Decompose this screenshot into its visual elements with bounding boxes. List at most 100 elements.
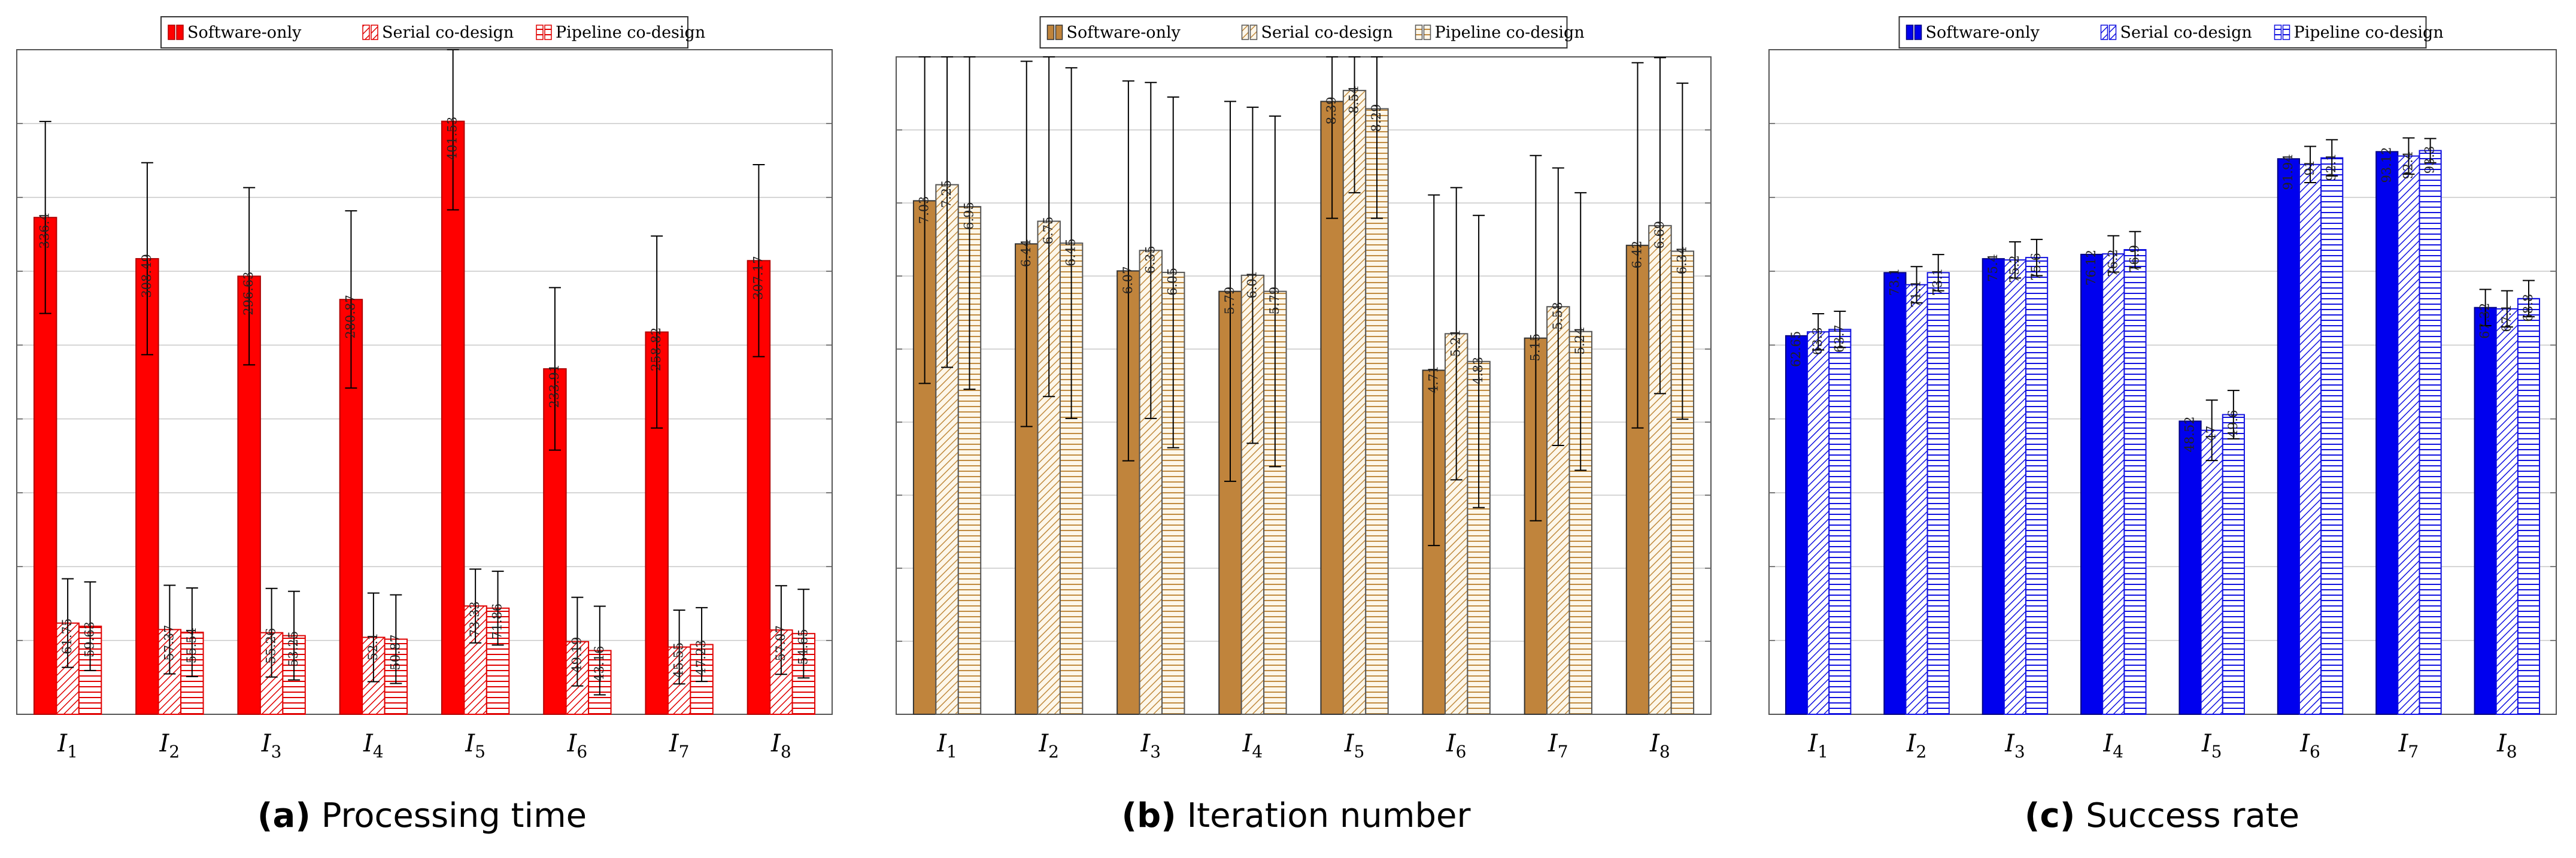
- data-label: 6.35: [1143, 245, 1157, 274]
- legend-swatch: [544, 25, 552, 40]
- data-label: 6.01: [1245, 271, 1259, 299]
- data-label: 6.34: [1674, 247, 1689, 275]
- data-label: 6.75: [1041, 217, 1055, 245]
- legend-swatch: [1415, 25, 1423, 40]
- data-label: 92.4: [2401, 151, 2415, 180]
- legend-entry: Pipeline co-design: [556, 23, 705, 42]
- legend-box: [1898, 16, 2427, 48]
- data-label: 63.7: [1832, 325, 1846, 353]
- data-label: 49.6: [2226, 410, 2240, 438]
- category-label: I7: [669, 730, 690, 762]
- bar: [2320, 157, 2344, 715]
- category-label: I4: [2102, 730, 2123, 762]
- bar: [2123, 249, 2147, 715]
- data-label: 401.53: [445, 117, 460, 160]
- legend-swatch: [1906, 25, 1914, 40]
- category-label: I8: [1649, 730, 1670, 762]
- bar: [2298, 163, 2322, 715]
- legend-swatch: [1914, 25, 1922, 40]
- data-label: 75.4: [1986, 254, 2000, 282]
- category-label: I6: [567, 730, 588, 762]
- data-label: 48.52: [2183, 416, 2197, 452]
- data-label: 45.55: [672, 642, 686, 678]
- caption-a: (a) Processing time: [0, 796, 844, 838]
- caption-c-title: Success rate: [2086, 796, 2300, 835]
- bar: [2102, 253, 2125, 715]
- data-label: 6.45: [1064, 238, 1078, 266]
- data-label: 50.87: [388, 635, 402, 671]
- bar: [1365, 108, 1389, 715]
- data-label: 8.39: [1324, 96, 1339, 125]
- bar: [2200, 429, 2223, 715]
- category-label: I3: [1140, 730, 1161, 762]
- legend-entry: Pipeline co-design: [2294, 23, 2444, 42]
- bar: [2419, 150, 2442, 715]
- data-label: 6.05: [1166, 268, 1180, 296]
- bar: [2517, 298, 2541, 715]
- data-label: 93.12: [2379, 147, 2393, 183]
- data-label: 307.17: [751, 256, 765, 299]
- data-label: 308.49: [139, 254, 154, 298]
- bar: [2277, 158, 2300, 715]
- bar: [1926, 272, 1950, 715]
- data-label: 8.29: [1369, 104, 1383, 132]
- data-label: 54.65: [796, 629, 810, 665]
- data-label: 61.75: [60, 619, 74, 654]
- bar: [2178, 420, 2202, 715]
- bar: [2495, 308, 2519, 715]
- data-label: 8.54: [1347, 86, 1361, 114]
- bar: [543, 368, 567, 715]
- category-label: I7: [1548, 730, 1568, 762]
- data-label: 55.26: [264, 628, 278, 664]
- legend-swatch: [1055, 25, 1063, 40]
- caption-a-label: (a): [257, 796, 311, 835]
- data-label: 57.37: [162, 624, 176, 660]
- data-label: 6.42: [1630, 241, 1644, 269]
- category-label: I4: [1242, 730, 1263, 762]
- data-label: 296.63: [241, 271, 256, 315]
- data-label: 5.79: [1222, 287, 1237, 315]
- data-label: 233.91: [547, 364, 562, 408]
- legend-entry: Software-only: [1926, 23, 2040, 42]
- data-label: 5.24: [1573, 327, 1587, 355]
- legend-box: [160, 16, 688, 48]
- data-label: 6.07: [1121, 266, 1135, 294]
- caption-c: (c) Success rate: [1748, 796, 2576, 838]
- legend-swatch: [168, 25, 175, 40]
- category-label: I1: [1807, 730, 1828, 762]
- legend-swatch: [1046, 25, 1055, 40]
- caption-b: (b) Iteration number: [862, 796, 1730, 838]
- data-label: 4.71: [1426, 365, 1440, 393]
- chart-iteration-number: I1 7.03 7.25 6.95 I2 6.44 6.75 6.45 I3 6.07 6.35 6.…: [896, 16, 1712, 762]
- category-label: I2: [1038, 730, 1059, 762]
- bar: [1828, 329, 1852, 715]
- data-label: 67.32: [2478, 303, 2492, 339]
- data-label: 63.3: [1810, 327, 1825, 355]
- data-label: 258.82: [649, 328, 663, 371]
- data-label: 67.1: [2499, 304, 2514, 332]
- data-label: 75.2: [2007, 255, 2022, 283]
- legend-entry: Pipeline co-design: [1435, 23, 1585, 42]
- category-label: I8: [2496, 730, 2517, 762]
- legend-swatch: [1241, 25, 1249, 40]
- bar: [1905, 284, 1928, 715]
- bar: [441, 120, 465, 715]
- legend-entry: Software-only: [1067, 23, 1181, 42]
- data-label: 73.1: [1931, 268, 1945, 296]
- data-label: 5.79: [1267, 287, 1282, 315]
- category-label: I2: [159, 730, 180, 762]
- data-label: 62.65: [1789, 331, 1803, 367]
- data-label: 6.95: [961, 202, 976, 230]
- legend-swatch: [2274, 25, 2282, 40]
- legend-swatch: [176, 25, 184, 40]
- legend-swatch: [1423, 25, 1431, 40]
- bar: [2222, 414, 2245, 715]
- category-label: I2: [1906, 730, 1927, 762]
- chart-processing-time: I1 336.4 61.75 59.63 I2 308.49 57.37 55.54 I3 296…: [16, 16, 833, 762]
- data-label: 336.4: [38, 213, 52, 248]
- chart-success-rate: I1 62.65 63.3 63.7 I2 73.1 71.1 73.1 I3 75.4 75.2 7…: [1768, 16, 2557, 762]
- caption-a-title: Processing time: [321, 796, 587, 835]
- data-label: 59.63: [83, 621, 97, 657]
- legend-entry: Serial co-design: [382, 23, 514, 42]
